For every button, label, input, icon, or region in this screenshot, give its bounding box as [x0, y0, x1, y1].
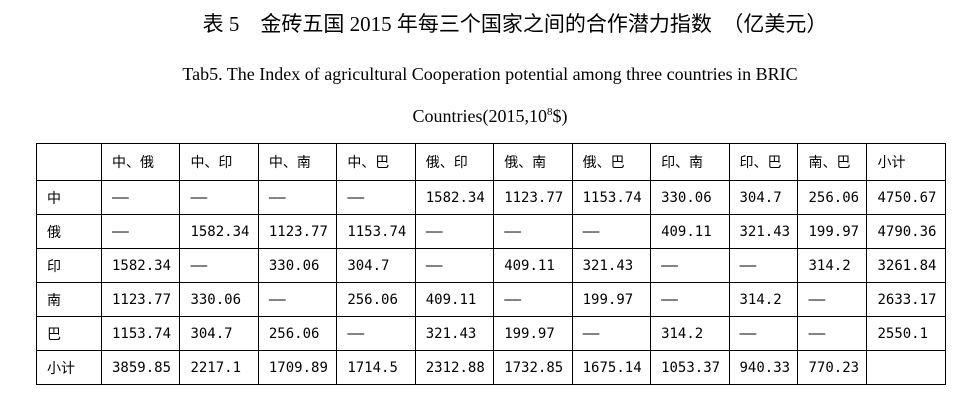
row-label: 小计 [36, 350, 102, 385]
table-cell: 304.7 [728, 180, 799, 215]
table-cell: 199.97 [571, 282, 652, 317]
table-cell: 1582.34 [100, 248, 181, 283]
column-header: 中、南 [257, 143, 338, 181]
column-header: 印、巴 [728, 143, 799, 181]
data-table: 中、俄 中、印 中、南 中、巴 俄、印 俄、南 俄、巴 印、南 印、巴 南、巴 小计中 —— —— —— —… [36, 143, 946, 385]
table-cell: —— [179, 248, 259, 283]
table-cell: 1053.37 [650, 350, 730, 385]
table-cell: 409.11 [650, 214, 730, 249]
english-title-line2: Countries(2015,108$) [0, 106, 980, 127]
table-cell: —— [650, 248, 730, 283]
table-cell: —— [100, 214, 181, 249]
table-cell: 330.06 [257, 248, 338, 283]
superscript: 8 [547, 106, 553, 118]
table-cell: 1709.89 [257, 350, 338, 385]
table-cell: 314.2 [797, 248, 868, 283]
table-cell: 330.06 [179, 282, 259, 317]
table-cell: 409.11 [493, 248, 573, 283]
column-header: 印、南 [650, 143, 730, 181]
table-cell: —— [728, 248, 799, 283]
table-cell: —— [571, 316, 652, 351]
table-cell: 3261.84 [866, 248, 946, 283]
column-header: 小计 [866, 143, 946, 181]
table-cell: —— [257, 180, 338, 215]
table-row: 南 1123.77 330.06 —— 256.06 409.11 —— 199.97 —— 31… [36, 282, 946, 317]
table-row: 俄 —— 1582.34 1123.77 1153.74 —— —— —— 409.11 321.… [36, 214, 946, 249]
table-cell: —— [493, 282, 573, 317]
empty-cell [866, 350, 946, 385]
table-cell: —— [257, 282, 338, 317]
table-row: 印 1582.34 —— 330.06 304.7 —— 409.11 321.43 —— —— 3… [36, 248, 946, 283]
table-cell: —— [100, 180, 181, 215]
table-cell: 4790.36 [866, 214, 946, 249]
table-cell: 314.2 [728, 282, 799, 317]
column-header: 俄、南 [493, 143, 573, 181]
table-cell: 1153.74 [100, 316, 181, 351]
table-cell: 1582.34 [414, 180, 495, 215]
table-cell: 1153.74 [336, 214, 416, 249]
title-text: $) [552, 106, 568, 126]
table-cell: —— [797, 282, 868, 317]
table-cell: 2217.1 [179, 350, 259, 385]
table-row: 巴 1153.74 304.7 256.06 —— 321.43 199.97 —— 314.2… [36, 316, 946, 351]
table-cell: 2550.1 [866, 316, 946, 351]
table-title: 表 5 金砖五国 2015 年每三个国家之间的合作潜力指数 （亿美元） [202, 12, 828, 36]
table-cell: —— [336, 180, 416, 215]
table-cell: —— [179, 180, 259, 215]
table-cell: —— [414, 248, 495, 283]
english-title: Tab5. The Index of agricultural Cooperat… [182, 64, 798, 84]
table-cell: 1582.34 [179, 214, 259, 249]
table-cell: 321.43 [414, 316, 495, 351]
table-row: 中 —— —— —— —— 1582.34 1123.77 1153.74 330.06 304.… [36, 180, 946, 215]
table-cell: —— [336, 316, 416, 351]
table-cell: 330.06 [650, 180, 730, 215]
table-cell: —— [650, 282, 730, 317]
table-cell: 940.33 [728, 350, 799, 385]
column-header: 中、印 [179, 143, 259, 181]
table-cell: 1675.14 [571, 350, 652, 385]
table-cell: 1714.5 [336, 350, 416, 385]
table-cell: 2312.88 [414, 350, 495, 385]
table-cell: 4750.67 [866, 180, 946, 215]
table-cell: 1123.77 [257, 214, 338, 249]
table-cell: 1153.74 [571, 180, 652, 215]
table-cell: —— [571, 214, 652, 249]
table-cell: 199.97 [493, 316, 573, 351]
table-cell: 314.2 [650, 316, 730, 351]
table-cell: 304.7 [179, 316, 259, 351]
table-cell: 321.43 [728, 214, 799, 249]
table-cell: 1123.77 [493, 180, 573, 215]
table-cell: —— [728, 316, 799, 351]
row-label: 印 [36, 248, 102, 283]
column-header: 中、巴 [336, 143, 416, 181]
table-cell: —— [493, 214, 573, 249]
row-label: 巴 [36, 316, 102, 351]
table-cell: 2633.17 [866, 282, 946, 317]
corner-cell [36, 143, 102, 181]
column-header: 俄、巴 [571, 143, 652, 181]
header-row: 中、俄 中、印 中、南 中、巴 俄、印 俄、南 俄、巴 印、南 印、巴 南、巴 小计 [36, 143, 946, 181]
row-label: 南 [36, 282, 102, 317]
table-cell: 256.06 [797, 180, 868, 215]
row-label: 俄 [36, 214, 102, 249]
table-cell: 256.06 [257, 316, 338, 351]
table-row: 小计 3859.85 2217.1 1709.89 1714.5 2312.88 1732.… [36, 350, 946, 385]
title-text: Countries(2015,10 [412, 106, 548, 126]
table-cell: 304.7 [336, 248, 416, 283]
table-cell: —— [414, 214, 495, 249]
column-header: 南、巴 [797, 143, 868, 181]
table-cell: 770.23 [797, 350, 868, 385]
table-cell: 199.97 [797, 214, 868, 249]
row-label: 中 [36, 180, 102, 215]
table-cell: 321.43 [571, 248, 652, 283]
column-header: 中、俄 [100, 143, 181, 181]
table-cell: 3859.85 [100, 350, 181, 385]
table-cell: 256.06 [336, 282, 416, 317]
column-header: 俄、印 [414, 143, 495, 181]
table-cell: 1123.77 [100, 282, 181, 317]
table-cell: 409.11 [414, 282, 495, 317]
table-cell: 1732.85 [493, 350, 573, 385]
table-cell: —— [797, 316, 868, 351]
